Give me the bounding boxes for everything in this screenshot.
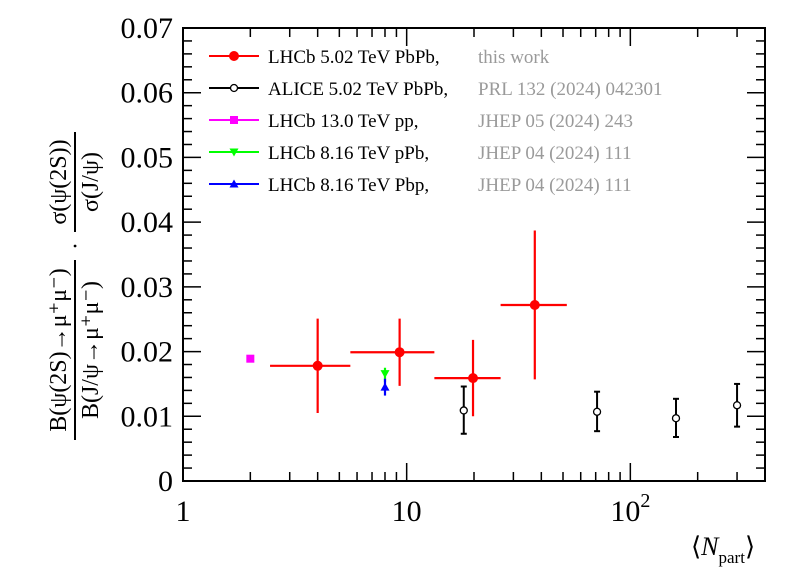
legend-marker (229, 83, 239, 93)
y-tick-label: 0.03 (121, 271, 174, 304)
data-point (394, 347, 405, 358)
y-label-right-den: σ(J/ψ) (78, 152, 104, 212)
y-tick-label: 0.07 (121, 12, 174, 45)
legend-reference: JHEP 04 (2024) 111 (478, 143, 632, 164)
legend-marker (229, 179, 239, 188)
legend-reference: this work (478, 47, 550, 68)
series-0 (270, 230, 567, 417)
data-point (380, 382, 390, 391)
data-point (246, 354, 255, 363)
y-tick-labels: 0 0.01 0.02 0.03 0.04 0.05 0.06 0.07 (121, 12, 174, 498)
legend-entry-1: ALICE 5.02 TeV PbPb, PRL 132 (2024) 04230… (209, 79, 663, 100)
data-point (671, 414, 681, 423)
legend-label: LHCb 8.16 TeV Pbp, (268, 175, 429, 196)
legend-marker (230, 116, 238, 124)
data-point (529, 299, 540, 310)
y-tick-label: 0.06 (121, 77, 174, 110)
y-label-right-num: σ(ψ(2S)) (46, 139, 72, 224)
x-tick-label: 102 (610, 490, 650, 528)
x-tick-label: 1 (176, 495, 191, 528)
legend-entry-0: LHCb 5.02 TeV PbPb, this work (209, 47, 550, 68)
y-tick-label: 0.01 (121, 400, 174, 433)
legend-marker (229, 51, 239, 61)
legend-label: LHCb 5.02 TeV PbPb, (268, 47, 440, 68)
series-4 (380, 378, 390, 396)
y-tick-label: 0.05 (121, 141, 174, 174)
legend-entry-2: LHCb 13.0 TeV pp, JHEP 05 (2024) 243 (209, 111, 633, 132)
legend-entry-3: LHCb 8.16 TeV pPb, JHEP 04 (2024) 111 (209, 143, 632, 164)
x-tick-label: 10 (392, 495, 422, 528)
y-tick-label: 0 (158, 465, 173, 498)
y-axis-label: B(ψ(2S)→μ⁺μ⁻) B(J/ψ→μ⁺μ⁻) · σ(ψ(2S)) σ(J… (46, 132, 104, 440)
y-label-left-den: B(J/ψ→μ⁺μ⁻) (78, 281, 104, 419)
legend: LHCb 5.02 TeV PbPb, this work ALICE 5.02 T… (209, 47, 663, 196)
legend-reference: PRL 132 (2024) 042301 (478, 79, 663, 100)
y-tick-label: 0.04 (121, 206, 174, 239)
legend-reference: JHEP 04 (2024) 111 (478, 175, 632, 196)
data-point (459, 406, 468, 415)
data-layer (246, 230, 742, 438)
data-point (592, 407, 602, 416)
x-axis-label-sub: part (719, 548, 746, 567)
legend-marker (229, 148, 239, 157)
data-point (380, 370, 390, 379)
y-tick-label: 0.02 (121, 336, 174, 369)
series-2 (246, 354, 255, 363)
data-point (732, 401, 742, 410)
legend-label: ALICE 5.02 TeV PbPb, (268, 79, 448, 100)
tick-marks (182, 27, 766, 482)
legend-label: LHCb 8.16 TeV pPb, (268, 143, 429, 164)
x-axis-label-main: N (700, 532, 720, 561)
y-label-dot: · (63, 242, 89, 250)
legend-entry-4: LHCb 8.16 TeV Pbp, JHEP 04 (2024) 111 (209, 175, 632, 196)
y-label-left-num: B(ψ(2S)→μ⁺μ⁻) (46, 268, 72, 431)
legend-reference: JHEP 05 (2024) 243 (478, 111, 633, 132)
x-axis-label-close: ⟩ (745, 532, 755, 561)
legend-label: LHCb 13.0 TeV pp, (268, 111, 419, 132)
x-axis-label: ⟨Npart⟩ (691, 532, 755, 567)
series-1 (459, 382, 742, 438)
svg-text:⟨Npart⟩: ⟨Npart⟩ (691, 532, 755, 567)
data-point (312, 360, 323, 371)
x-tick-labels: 1 10 102 (176, 490, 651, 528)
data-point (468, 373, 479, 384)
